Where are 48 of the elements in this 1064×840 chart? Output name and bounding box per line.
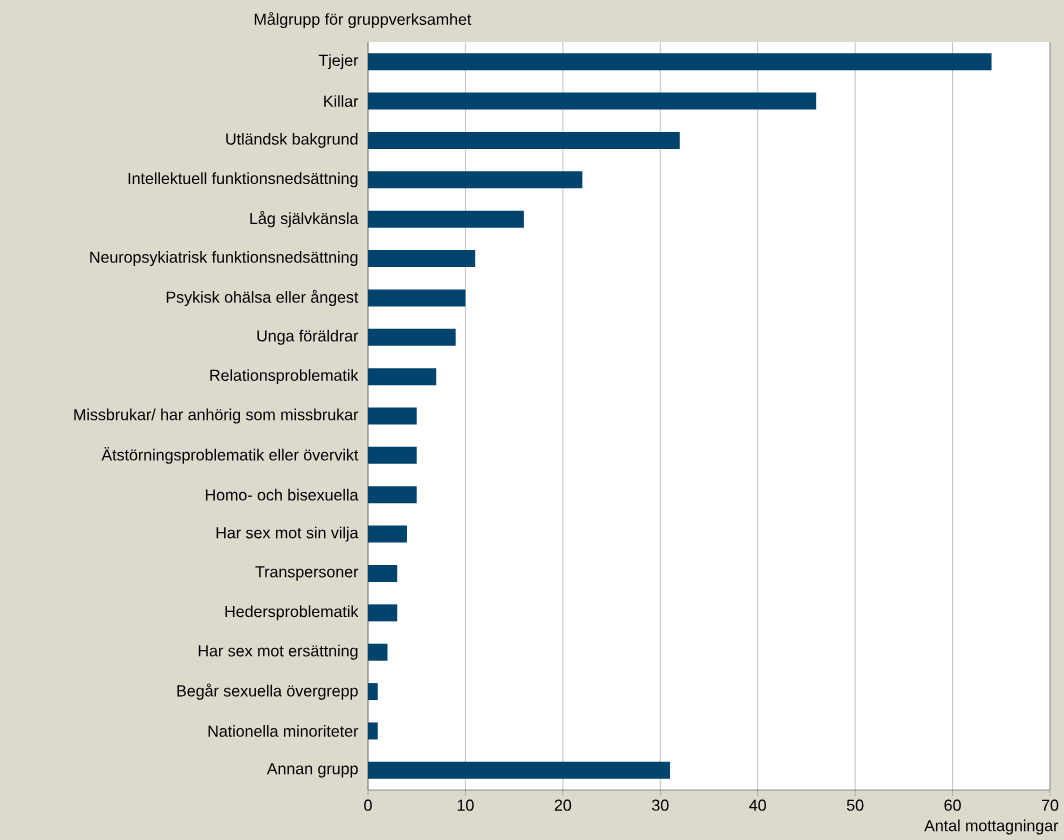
y-tick-label: Utländsk bakgrund	[226, 132, 358, 148]
chart-title: Målgrupp för gruppverksamhet	[254, 11, 472, 29]
y-tick-label: Hedersproblematik	[225, 605, 359, 621]
bar	[368, 564, 398, 582]
bar	[368, 210, 524, 228]
x-tick-label: 40	[749, 799, 766, 811]
y-tick-label: Neuropsykiatrisk funktionsnedsättning	[90, 251, 358, 266]
y-tick-label: Homo- och bisexuella	[205, 488, 359, 501]
bar	[368, 722, 378, 740]
bar	[368, 368, 437, 386]
bar	[368, 250, 476, 268]
y-tick-label: Transpersoner	[255, 566, 359, 581]
bar	[368, 643, 388, 661]
bar	[368, 53, 992, 71]
y-tick-label: Har sex mot sin vilja	[216, 526, 359, 542]
x-axis-title: Antal mottagningar	[924, 819, 1059, 835]
y-tick-label: Relationsproblematik	[210, 369, 359, 385]
x-tick-label: 60	[944, 799, 961, 811]
x-tick-label: 50	[846, 799, 864, 811]
x-tick-label: 20	[554, 799, 572, 811]
y-tick-label: Killar	[324, 95, 359, 107]
bar	[368, 328, 456, 346]
bar	[368, 407, 417, 425]
y-tick-label: Intellektuell funktionsnedsättning	[128, 172, 358, 188]
y-tick-label: Nationella minoriteter	[208, 725, 359, 737]
bar	[368, 683, 378, 701]
y-tick-label: Psykisk ohälsa eller ångest	[166, 289, 359, 307]
bar	[368, 525, 407, 543]
x-tick-label: 30	[652, 799, 669, 811]
y-tick-label: Tjejer	[318, 54, 359, 70]
y-tick-label: Låg självkänsla	[250, 211, 359, 228]
y-tick-label: Annan grupp	[266, 763, 358, 778]
x-tick-label: 10	[457, 799, 474, 811]
x-tick-label: 0	[364, 799, 372, 811]
bar	[368, 604, 398, 622]
bar	[368, 761, 671, 779]
bar	[368, 171, 583, 189]
y-tick-label: Unga föräldrar	[257, 329, 359, 345]
x-tick-label: 70	[1041, 799, 1059, 811]
y-tick-label: Har sex mot ersättning	[198, 644, 358, 660]
bar	[368, 289, 466, 307]
y-tick-label: Begår sexuella övergrepp	[177, 683, 358, 700]
y-tick-label: Missbrukar/ har anhörig som missbrukar	[74, 408, 359, 424]
y-tick-label: Ätstörningsproblematik eller övervikt	[101, 447, 359, 464]
bar	[368, 131, 680, 149]
bar	[368, 92, 817, 110]
bar	[368, 446, 417, 464]
bar	[368, 486, 417, 504]
